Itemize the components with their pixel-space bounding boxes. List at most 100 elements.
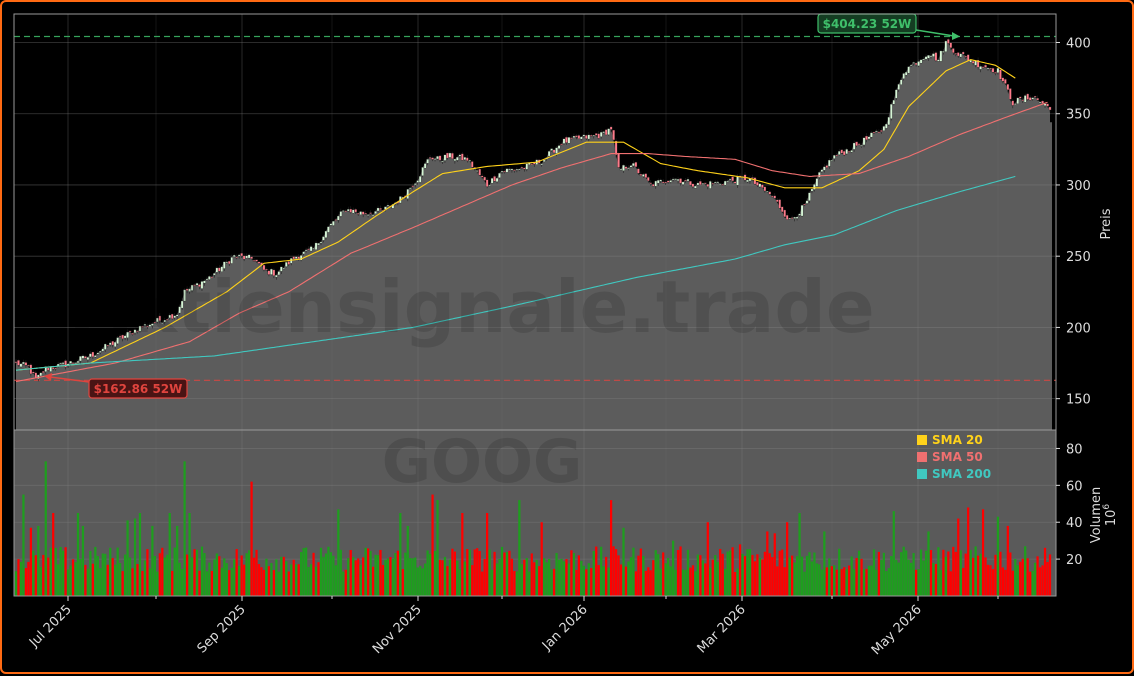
volume-bar (389, 557, 392, 596)
candle (552, 149, 556, 154)
volume-bar (959, 550, 962, 596)
candle-body (470, 161, 474, 168)
volume-bar (624, 566, 628, 596)
volume-bar (200, 546, 204, 596)
candle (969, 59, 972, 63)
volume-bar (324, 553, 328, 596)
candle (170, 313, 174, 320)
volume-bar (37, 525, 40, 596)
date-tick-label: Sep 2025 (195, 602, 249, 656)
candle (190, 284, 194, 293)
volume-bar (843, 567, 846, 596)
volume-bar (166, 554, 169, 596)
candle (141, 325, 144, 328)
candle-body (349, 208, 352, 213)
candle-body (161, 322, 164, 324)
candle-body (540, 163, 543, 166)
candle-body (508, 168, 511, 171)
candle-body (679, 178, 682, 184)
candle-body (205, 278, 209, 281)
volume-bar (1014, 558, 1017, 596)
candle (947, 38, 950, 44)
candle (585, 134, 588, 140)
candle-body (622, 164, 625, 171)
candle-body (101, 348, 105, 352)
volume-bar (344, 569, 347, 596)
candle-body (339, 211, 343, 217)
candle-body (557, 145, 561, 149)
date-tick-label: Jul 2025 (26, 602, 75, 651)
volume-panel-border (13, 429, 1057, 597)
volume-bar (689, 567, 692, 596)
candle (944, 39, 948, 53)
volume-bar (183, 461, 186, 596)
volume-bar (974, 546, 977, 596)
candle-body (919, 59, 923, 64)
candle-body (490, 178, 494, 184)
candle (607, 128, 610, 136)
candle (324, 230, 328, 240)
candle-body (580, 136, 583, 140)
candle (845, 147, 848, 155)
candle-body (1041, 100, 1044, 104)
candle-body (882, 126, 886, 131)
volume-bar (1038, 567, 1042, 596)
candle-body (270, 268, 273, 275)
volume-bar (704, 563, 707, 596)
candle-body (265, 268, 268, 271)
volume-bar (414, 557, 417, 596)
volume-bar (451, 548, 454, 596)
candle-body (562, 138, 566, 144)
candle-body (828, 159, 831, 167)
volume-bar (848, 565, 851, 596)
volume-bar (872, 549, 876, 596)
candle (416, 178, 419, 185)
volume-bar (741, 553, 744, 596)
volume-bar (731, 547, 734, 596)
volume-bar (865, 568, 868, 596)
candle (885, 123, 888, 130)
candle (386, 202, 390, 208)
candle (56, 361, 60, 368)
candle-body (813, 184, 816, 190)
candle (71, 362, 75, 364)
volume-bar (32, 550, 35, 596)
candle (136, 330, 139, 334)
candle-body (639, 173, 643, 176)
volume-bar (917, 569, 920, 596)
candle (718, 183, 722, 186)
candle (922, 56, 925, 61)
candle (470, 160, 474, 170)
candle (917, 59, 920, 68)
candle-body (1014, 103, 1017, 105)
candle-body (922, 58, 925, 61)
candle-body (733, 181, 737, 184)
candle (637, 167, 640, 175)
candle (587, 132, 591, 142)
candle (857, 142, 861, 146)
candle (364, 210, 367, 215)
candle-body (54, 367, 57, 370)
volume-bar (520, 564, 523, 596)
volume-tick-label: 40 (1066, 516, 1083, 531)
candle-body (200, 281, 204, 289)
low-52w-annotation: $162.86 52W (44, 373, 188, 399)
candle (265, 267, 268, 271)
volume-bar (600, 546, 603, 596)
volume-bar (76, 513, 80, 596)
volume-bar (337, 509, 340, 596)
volume-bar (503, 552, 506, 596)
volume-bar (322, 556, 325, 596)
candle (27, 364, 30, 368)
candle (575, 134, 578, 140)
volume-bar (912, 553, 915, 596)
candle-body (34, 372, 38, 379)
candle-body (366, 214, 370, 216)
candle (485, 177, 489, 189)
candle-body (451, 153, 454, 159)
volume-bar (290, 564, 293, 596)
volume-bar (582, 565, 585, 596)
candle-body (1009, 88, 1012, 100)
candle-body (775, 199, 779, 202)
